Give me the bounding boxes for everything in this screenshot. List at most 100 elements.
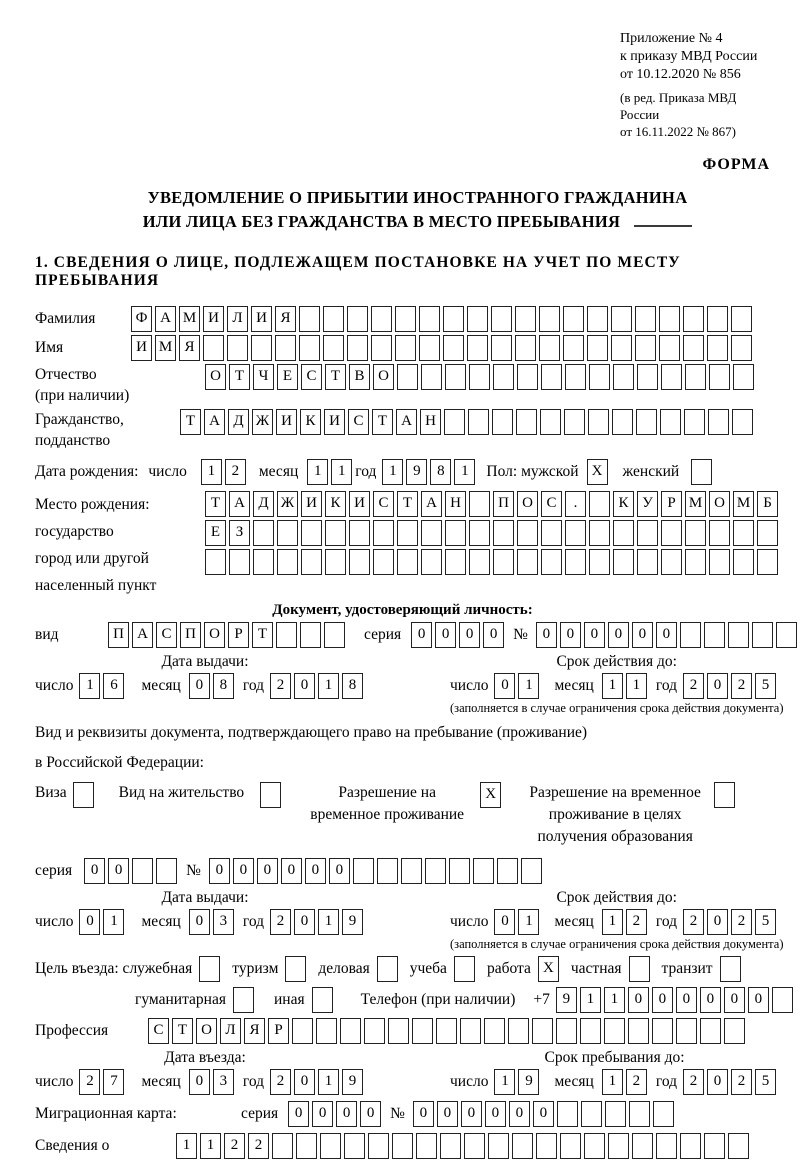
cell[interactable]: [424, 858, 446, 884]
cell[interactable]: [708, 409, 729, 435]
cell[interactable]: [412, 1018, 433, 1044]
cell[interactable]: [469, 549, 490, 575]
cell[interactable]: Л: [227, 306, 248, 332]
cell[interactable]: [496, 858, 518, 884]
cell[interactable]: А: [132, 622, 153, 648]
cell[interactable]: 0: [707, 673, 729, 699]
cell[interactable]: О: [373, 364, 394, 390]
cell[interactable]: С: [373, 491, 394, 517]
cell[interactable]: 0: [699, 987, 721, 1013]
cell[interactable]: [563, 335, 584, 361]
cell[interactable]: 2: [79, 1069, 101, 1095]
cell[interactable]: [301, 549, 322, 575]
cell[interactable]: [467, 335, 488, 361]
cell[interactable]: 0: [707, 909, 729, 935]
cell[interactable]: [464, 1133, 485, 1159]
cell[interactable]: [685, 364, 706, 390]
cell[interactable]: Н: [420, 409, 441, 435]
cell[interactable]: 0: [494, 909, 516, 935]
cell[interactable]: П: [108, 622, 129, 648]
cell[interactable]: [416, 1133, 437, 1159]
cell[interactable]: И: [131, 335, 152, 361]
cell[interactable]: 1: [318, 909, 340, 935]
cell[interactable]: И: [324, 409, 345, 435]
cell[interactable]: [676, 1018, 697, 1044]
cell[interactable]: Т: [205, 491, 226, 517]
cell[interactable]: [445, 364, 466, 390]
cell[interactable]: 5: [755, 673, 777, 699]
cell[interactable]: И: [301, 491, 322, 517]
cell[interactable]: 0: [707, 1069, 729, 1095]
cell[interactable]: 3: [212, 1069, 234, 1095]
cell[interactable]: [541, 549, 562, 575]
cell[interactable]: [652, 1018, 673, 1044]
cell[interactable]: О: [517, 491, 538, 517]
cell[interactable]: 1: [579, 987, 601, 1013]
cell[interactable]: [285, 956, 307, 982]
cell[interactable]: [565, 520, 586, 546]
cell[interactable]: [324, 622, 345, 648]
cell[interactable]: [421, 520, 442, 546]
cell[interactable]: С: [148, 1018, 169, 1044]
cell[interactable]: 2: [731, 673, 753, 699]
cell[interactable]: [652, 1101, 674, 1127]
cell[interactable]: [493, 520, 514, 546]
cell[interactable]: [659, 306, 680, 332]
cell[interactable]: [564, 409, 585, 435]
cell[interactable]: 1: [79, 673, 101, 699]
cell[interactable]: [376, 858, 398, 884]
cell[interactable]: [368, 1133, 389, 1159]
cell[interactable]: 0: [483, 622, 505, 648]
cell[interactable]: С: [541, 491, 562, 517]
cell[interactable]: О: [196, 1018, 217, 1044]
cell[interactable]: [349, 520, 370, 546]
cell[interactable]: [589, 491, 610, 517]
cell[interactable]: [292, 1018, 313, 1044]
cell[interactable]: 0: [304, 858, 326, 884]
cell[interactable]: 2: [270, 909, 292, 935]
cell[interactable]: [731, 306, 752, 332]
cell[interactable]: Т: [172, 1018, 193, 1044]
cell[interactable]: 9: [342, 909, 364, 935]
cell[interactable]: [325, 520, 346, 546]
cell[interactable]: О: [709, 491, 730, 517]
cell[interactable]: 9: [342, 1069, 364, 1095]
cell[interactable]: 1: [318, 1069, 340, 1095]
cell[interactable]: [371, 306, 392, 332]
cell[interactable]: 0: [460, 1101, 482, 1127]
cell[interactable]: 0: [79, 909, 101, 935]
cell[interactable]: [604, 1101, 626, 1127]
cell[interactable]: 2: [683, 1069, 705, 1095]
cell[interactable]: [771, 987, 793, 1013]
cell[interactable]: [613, 364, 634, 390]
cell[interactable]: [460, 1018, 481, 1044]
cell[interactable]: 2: [731, 1069, 753, 1095]
cell[interactable]: [440, 1133, 461, 1159]
cell[interactable]: [467, 306, 488, 332]
cell[interactable]: 1: [382, 459, 404, 485]
cell[interactable]: [613, 549, 634, 575]
cell[interactable]: Р: [228, 622, 249, 648]
cell[interactable]: [637, 549, 658, 575]
cell[interactable]: 0: [559, 622, 581, 648]
cell[interactable]: [376, 956, 398, 982]
cell[interactable]: 0: [627, 987, 649, 1013]
cell[interactable]: [661, 549, 682, 575]
cell[interactable]: [344, 1133, 365, 1159]
cell[interactable]: [628, 1101, 650, 1127]
cell[interactable]: [469, 364, 490, 390]
cell[interactable]: А: [396, 409, 417, 435]
cell[interactable]: 1: [331, 459, 353, 485]
cell[interactable]: Р: [661, 491, 682, 517]
cell[interactable]: [300, 622, 321, 648]
cell[interactable]: 1: [518, 909, 540, 935]
cell[interactable]: [604, 1018, 625, 1044]
cell[interactable]: [371, 335, 392, 361]
cell[interactable]: .: [565, 491, 586, 517]
cell[interactable]: [516, 409, 537, 435]
cell[interactable]: 0: [484, 1101, 506, 1127]
cell[interactable]: 0: [232, 858, 254, 884]
cell[interactable]: [445, 520, 466, 546]
cell[interactable]: [707, 306, 728, 332]
cell[interactable]: Л: [220, 1018, 241, 1044]
